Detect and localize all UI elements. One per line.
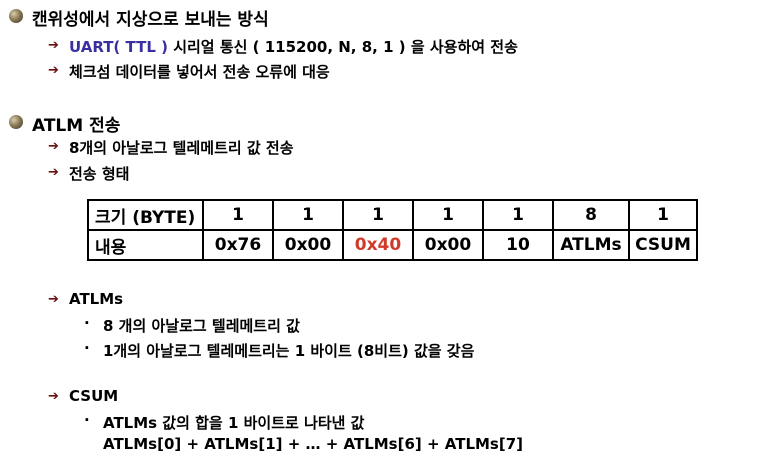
arrow-icon: ➔ bbox=[48, 389, 59, 404]
size-cell: 1 bbox=[482, 199, 554, 231]
size-cell: 1 bbox=[412, 199, 484, 231]
arrow-icon: ➔ bbox=[48, 38, 59, 53]
frame-format-table: 크기 (BYTE) 1 1 1 1 1 8 1 내용 0x76 0x00 0x4… bbox=[87, 199, 698, 261]
csum-sub1: ATLMs 값의 합을 1 바이트로 나타낸 값 bbox=[103, 414, 365, 432]
csum-label: CSUM bbox=[69, 387, 119, 405]
size-header-cell: 크기 (BYTE) bbox=[87, 199, 204, 231]
size-cell: 1 bbox=[342, 199, 414, 231]
atlms-sub1: 8 개의 아날로그 텔레메트리 값 bbox=[103, 317, 300, 335]
section1-item-checksum: 체크섬 데이터를 넣어서 전송 오류에 대응 bbox=[69, 63, 330, 81]
content-cell-highlight: 0x40 bbox=[342, 229, 414, 261]
arrow-icon: ➔ bbox=[48, 292, 59, 307]
table-row-content: 내용 0x76 0x00 0x40 0x00 10 ATLMs CSUM bbox=[87, 229, 698, 261]
arrow-icon: ➔ bbox=[48, 63, 59, 78]
arrow-icon: ➔ bbox=[48, 139, 59, 154]
csum-formula: ATLMs[0] + ATLMs[1] + … + ATLMs[6] + ATL… bbox=[103, 435, 523, 453]
table-row-size: 크기 (BYTE) 1 1 1 1 1 8 1 bbox=[87, 199, 698, 231]
section1-title: 캔위성에서 지상으로 보내는 방식 bbox=[32, 10, 269, 30]
content-cell: ATLMs bbox=[552, 229, 630, 261]
section2-bullet-icon bbox=[9, 115, 23, 129]
section2-title: ATLM 전송 bbox=[32, 116, 121, 136]
uart-detail: 시리얼 통신 ( 115200, N, 8, 1 ) 을 사용하여 전송 bbox=[167, 38, 518, 56]
content-header-cell: 내용 bbox=[87, 229, 204, 261]
content-cell: 0x00 bbox=[412, 229, 484, 261]
section1-item-uart: UART( TTL ) 시리얼 통신 ( 115200, N, 8, 1 ) 을… bbox=[69, 36, 518, 57]
content-cell: 0x76 bbox=[202, 229, 274, 261]
size-cell: 8 bbox=[552, 199, 630, 231]
dot-bullet-icon: · bbox=[84, 314, 90, 332]
arrow-icon: ➔ bbox=[48, 165, 59, 180]
content-cell: 0x00 bbox=[272, 229, 344, 261]
size-cell: 1 bbox=[272, 199, 344, 231]
size-cell: 1 bbox=[202, 199, 274, 231]
section2-item-analog: 8개의 아날로그 텔레메트리 값 전송 bbox=[69, 139, 294, 157]
section2-item-format: 전송 형태 bbox=[69, 165, 130, 183]
content-cell: 10 bbox=[482, 229, 554, 261]
content-cell: CSUM bbox=[628, 229, 698, 261]
atlms-label: ATLMs bbox=[69, 290, 124, 308]
dot-bullet-icon: · bbox=[84, 411, 90, 429]
atlms-sub2: 1개의 아날로그 텔레메트리는 1 바이트 (8비트) 값을 갖음 bbox=[103, 342, 475, 360]
uart-label: UART( TTL ) bbox=[69, 38, 168, 56]
section1-bullet-icon bbox=[9, 9, 23, 23]
dot-bullet-icon: · bbox=[84, 339, 90, 357]
size-cell: 1 bbox=[628, 199, 698, 231]
